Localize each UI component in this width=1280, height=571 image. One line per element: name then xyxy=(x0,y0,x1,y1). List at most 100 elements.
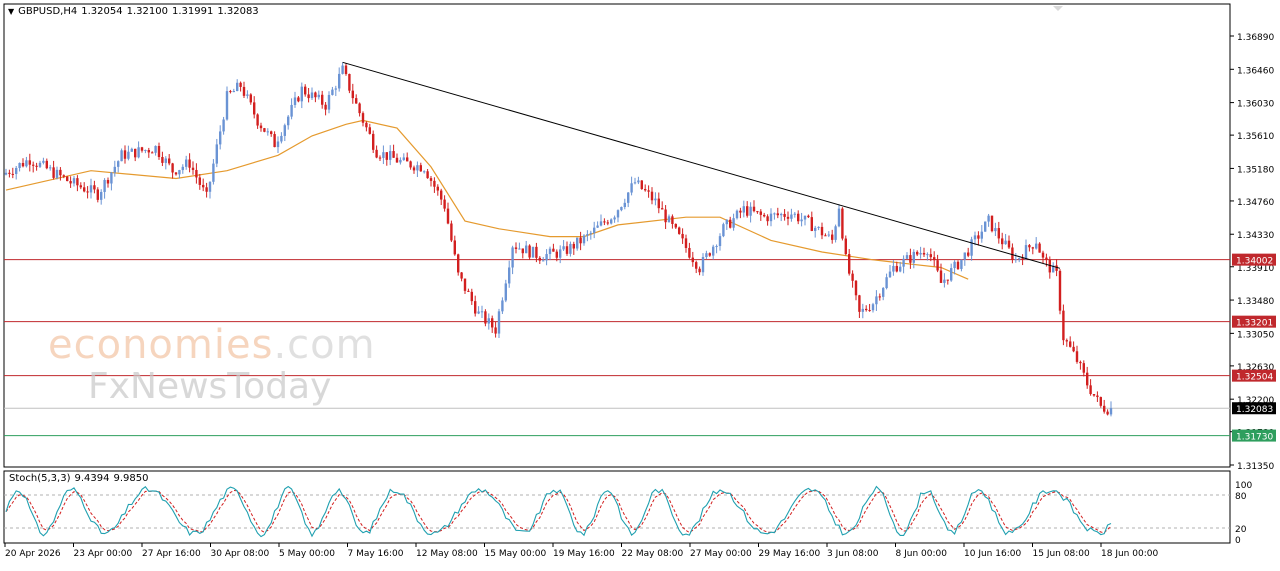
candle-bull[interactable] xyxy=(290,104,293,117)
candle-bull[interactable] xyxy=(212,163,215,182)
candle-bear[interactable] xyxy=(375,149,378,158)
candle-bull[interactable] xyxy=(919,252,922,255)
candle-bull[interactable] xyxy=(542,260,545,262)
candle-bear[interactable] xyxy=(406,157,409,162)
candle-bear[interactable] xyxy=(242,86,246,96)
stoch-main-line[interactable] xyxy=(5,485,1112,538)
candle-bear[interactable] xyxy=(895,265,898,272)
candle-bear[interactable] xyxy=(708,253,711,256)
shift-marker-icon[interactable] xyxy=(1053,6,1063,11)
candle-bear[interactable] xyxy=(1041,252,1045,258)
candle-bull[interactable] xyxy=(283,125,286,136)
candle-bull[interactable] xyxy=(219,131,222,145)
candle-bull[interactable] xyxy=(735,210,739,219)
candle-bull[interactable] xyxy=(548,248,552,255)
candle-bear[interactable] xyxy=(76,178,79,186)
candle-bear[interactable] xyxy=(426,171,429,179)
candle-bear[interactable] xyxy=(552,248,555,252)
candle-bull[interactable] xyxy=(814,227,817,231)
candle-bear[interactable] xyxy=(650,191,654,201)
candle-bull[interactable] xyxy=(164,158,167,163)
candle-bull[interactable] xyxy=(705,253,708,258)
candle-bear[interactable] xyxy=(1055,265,1058,271)
candle-bear[interactable] xyxy=(198,177,201,185)
candle-bear[interactable] xyxy=(273,134,276,148)
candle-bear[interactable] xyxy=(535,246,538,258)
candle-bear[interactable] xyxy=(868,310,871,312)
candle-bear[interactable] xyxy=(83,187,86,192)
candle-bull[interactable] xyxy=(888,271,892,278)
candle-bull[interactable] xyxy=(582,235,586,244)
candle-bull[interactable] xyxy=(501,300,504,312)
candle-bull[interactable] xyxy=(144,149,147,151)
candle-bull[interactable] xyxy=(984,221,987,232)
candle-bull[interactable] xyxy=(280,135,283,142)
candle-bull[interactable] xyxy=(963,252,966,260)
candle-bull[interactable] xyxy=(266,131,269,133)
candle-bull[interactable] xyxy=(137,147,140,158)
candle-bear[interactable] xyxy=(1048,259,1051,273)
candle-bull[interactable] xyxy=(477,311,480,314)
candle-bear[interactable] xyxy=(916,251,919,255)
candle-bear[interactable] xyxy=(494,327,497,334)
candle-bear[interactable] xyxy=(395,157,399,163)
candle-bull[interactable] xyxy=(480,311,484,313)
candle-bull[interactable] xyxy=(120,150,123,162)
candle-bear[interactable] xyxy=(688,247,691,258)
candle-bear[interactable] xyxy=(786,216,790,219)
candle-bull[interactable] xyxy=(732,218,735,228)
candle-bull[interactable] xyxy=(892,265,895,272)
candle-bear[interactable] xyxy=(263,128,266,132)
candle-bull[interactable] xyxy=(596,225,599,228)
candle-bear[interactable] xyxy=(491,318,494,328)
candle-bull[interactable] xyxy=(882,288,885,297)
candle-bull[interactable] xyxy=(293,97,297,105)
candle-bear[interactable] xyxy=(644,189,647,191)
candle-bear[interactable] xyxy=(171,163,174,173)
candle-bear[interactable] xyxy=(521,248,524,254)
candle-bear[interactable] xyxy=(878,296,881,298)
candle-bull[interactable] xyxy=(559,249,562,258)
candle-bear[interactable] xyxy=(851,273,854,281)
candle-bull[interactable] xyxy=(637,180,640,183)
candle-bear[interactable] xyxy=(134,148,137,158)
candle-bull[interactable] xyxy=(185,159,188,167)
candle-bull[interactable] xyxy=(980,231,983,239)
candle-bull[interactable] xyxy=(178,170,181,175)
candle-bear[interactable] xyxy=(62,175,65,177)
candle-bull[interactable] xyxy=(633,182,637,184)
candle-bull[interactable] xyxy=(562,246,565,250)
candle-bear[interactable] xyxy=(1106,411,1109,415)
candle-bear[interactable] xyxy=(606,222,609,224)
candle-bear[interactable] xyxy=(756,211,759,213)
candle-bull[interactable] xyxy=(613,217,616,220)
candle-bull[interactable] xyxy=(953,261,956,269)
candle-bull[interactable] xyxy=(423,171,426,173)
candle-bear[interactable] xyxy=(956,261,960,269)
candle-bear[interactable] xyxy=(909,255,912,263)
candle-bull[interactable] xyxy=(38,162,42,167)
candle-bear[interactable] xyxy=(603,221,606,223)
candle-bull[interactable] xyxy=(654,198,657,201)
candle-bull[interactable] xyxy=(994,228,997,232)
candle-bull[interactable] xyxy=(987,215,990,222)
candle-bear[interactable] xyxy=(1058,270,1062,311)
candle-bear[interactable] xyxy=(202,184,205,188)
candle-bear[interactable] xyxy=(1021,258,1024,260)
candle-bear[interactable] xyxy=(990,215,994,232)
candle-bear[interactable] xyxy=(188,159,191,168)
candle-bull[interactable] xyxy=(593,227,596,233)
candle-bull[interactable] xyxy=(875,296,878,305)
candle-bear[interactable] xyxy=(443,199,446,209)
candle-bear[interactable] xyxy=(21,162,25,167)
candle-bull[interactable] xyxy=(55,169,59,178)
candle-bear[interactable] xyxy=(358,103,361,114)
candle-bear[interactable] xyxy=(1031,247,1034,249)
candle-bull[interactable] xyxy=(246,94,249,96)
candle-bull[interactable] xyxy=(627,192,630,203)
candle-bear[interactable] xyxy=(858,295,861,312)
candle-bear[interactable] xyxy=(151,152,154,154)
candle-bull[interactable] xyxy=(89,185,93,193)
candle-bull[interactable] xyxy=(110,172,113,184)
candle-bull[interactable] xyxy=(100,191,103,200)
